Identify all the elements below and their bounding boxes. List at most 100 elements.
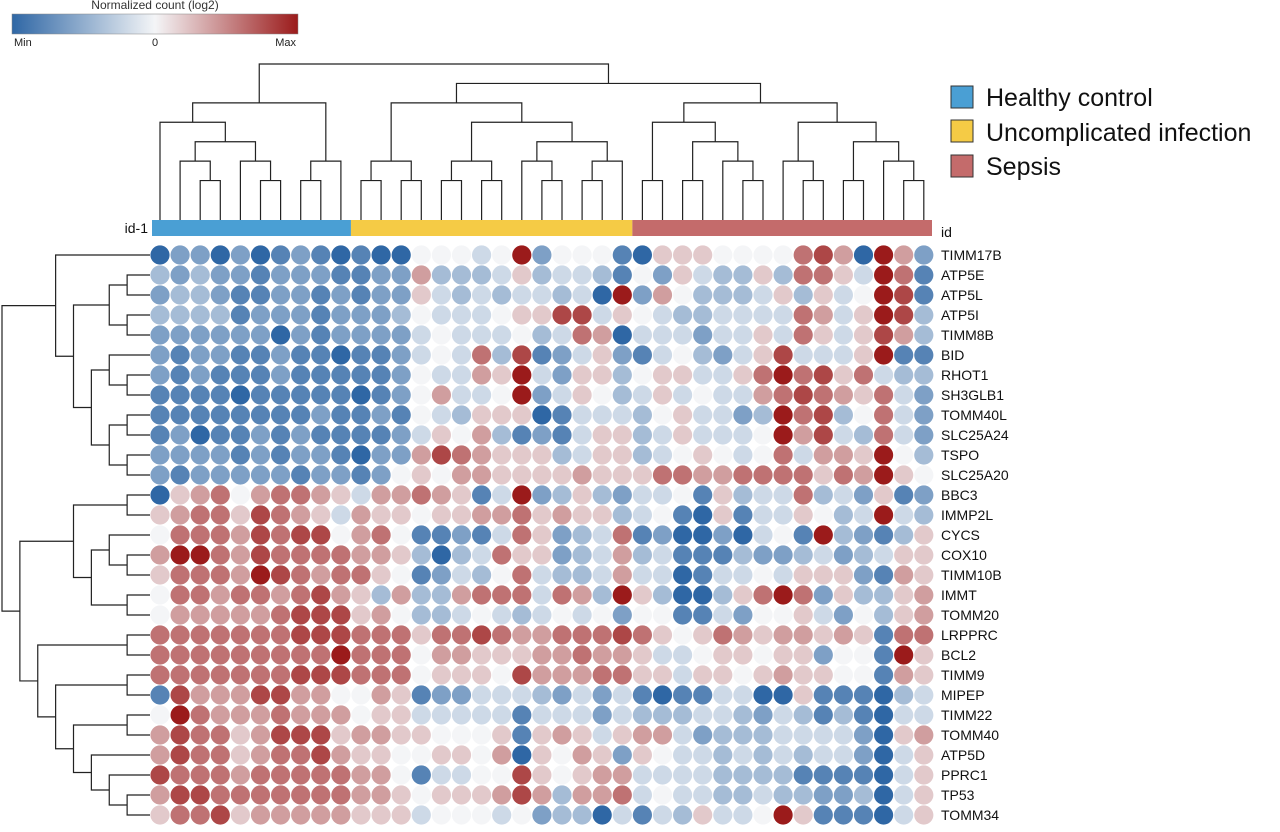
heat-cell [411,405,431,425]
heat-cell [391,285,411,305]
heat-cell [773,685,793,705]
dendrogram-branch [126,674,150,696]
heat-cell [612,705,632,725]
heat-cell [552,485,572,505]
heat-cell [693,445,713,465]
heat-cell [693,645,713,665]
heat-cell [311,585,331,605]
heat-cell [170,565,190,585]
heat-cell [250,285,271,305]
heat-cell [210,305,230,325]
dendrogram-branch [55,254,150,357]
heat-cell [673,625,693,645]
heat-cell [793,805,813,825]
heat-cell [291,465,311,485]
heat-cell [150,585,170,605]
heat-cell [230,245,250,265]
dendrogram-branch [258,63,610,103]
heat-cell [713,385,733,405]
heat-cell [914,505,934,525]
heat-cell [170,785,190,805]
heat-cell [673,405,693,425]
heat-cell [693,745,713,765]
heat-cell [572,745,592,765]
heat-cell [351,785,371,805]
dendrogram-branch [37,644,128,718]
heat-cell [793,485,813,505]
heat-cell [371,705,391,725]
heat-cell [331,705,351,725]
heat-cell [512,325,532,345]
heat-cell [230,465,250,485]
heat-cell [190,645,210,665]
heat-cell [311,545,331,565]
heat-cell [612,265,632,285]
heat-cell [833,385,854,405]
heat-cell [331,505,351,525]
heat-cell [451,805,472,825]
heat-cell [652,505,673,525]
heat-cell [693,305,713,325]
heat-cell [673,505,693,525]
heat-cell [170,385,190,405]
heat-cell [853,685,874,705]
heat-cell [451,365,472,385]
heat-cell [331,785,351,805]
heat-cell [592,625,612,645]
heat-cell [894,565,914,585]
heat-cell [472,285,492,305]
heat-cell [271,605,291,625]
heat-cell [914,305,934,325]
heat-cell [391,465,411,485]
heat-cell [612,505,632,525]
heat-cell [371,685,391,705]
heat-cell [914,285,934,305]
heat-cell [451,545,472,565]
heat-cell [914,365,934,385]
heat-cell [813,685,833,705]
heat-cell [773,365,793,385]
heat-cell [552,625,572,645]
row-label: BID [941,347,964,363]
dendrogram-branch [126,494,150,516]
heat-cell [472,665,492,685]
row-label: TSPO [941,447,979,463]
heat-cell [592,685,612,705]
heat-cell [170,245,190,265]
heat-cell [874,265,894,285]
heat-cell [472,785,492,805]
heat-cell [572,505,592,525]
heat-cell [713,525,733,545]
heat-cell [210,745,230,765]
dendrogram-branch [536,141,608,162]
dendrogram-branch [108,774,150,806]
dendrogram-branch [108,534,150,566]
heat-cell [552,545,572,565]
heat-cell [311,445,331,465]
heat-cell [532,605,552,625]
heat-cell [914,685,934,705]
heat-cell [914,405,934,425]
heat-cell [713,565,733,585]
heat-cell [753,805,773,825]
heat-cell [492,505,512,525]
heat-cell [914,765,934,785]
heat-cell [291,245,311,265]
heat-cell [492,245,512,265]
heat-cell [311,745,331,765]
heat-cell [411,505,431,525]
heat-cell [411,425,431,445]
heat-cell [793,765,813,785]
heat-cell [914,605,934,625]
heat-cell [793,425,813,445]
heat-cell [552,685,572,705]
heat-cell [853,805,874,825]
heat-cell [673,465,693,485]
heat-cell [713,505,733,525]
heat-cell [512,305,532,325]
heat-cell [753,245,773,265]
heat-cell [733,745,753,765]
heat-cell [833,245,854,265]
heat-cell [250,425,271,445]
heat-cell [431,525,451,545]
